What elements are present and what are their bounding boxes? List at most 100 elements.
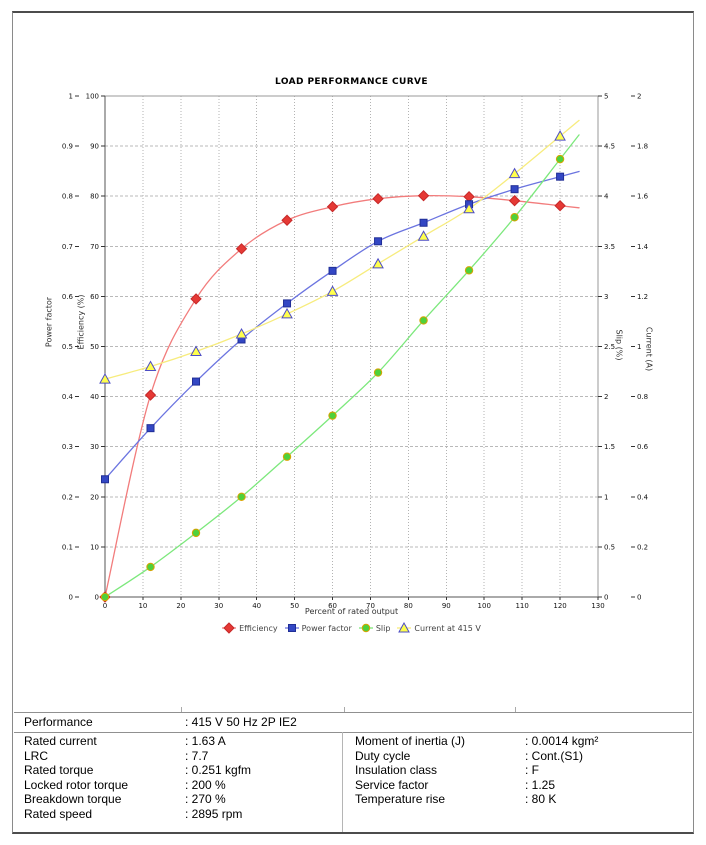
table-row: Temperature rise: 80 K [343,792,692,807]
svg-text:0.5: 0.5 [62,343,73,351]
svg-text:90: 90 [442,602,451,610]
svg-text:0.4: 0.4 [637,493,649,501]
svg-text:4: 4 [604,193,609,201]
svg-text:70: 70 [366,602,375,610]
table-row: Moment of inertia (J): 0.0014 kgm² [343,734,692,749]
svg-text:40: 40 [252,602,261,610]
axis-efficiency-ticks: 0 10 20 30 40 50 60 70 80 90 100 [86,93,105,602]
svg-text:0.6: 0.6 [637,443,649,451]
table-row: Rated torque : 0.251 kgfm [14,763,342,778]
svg-text:110: 110 [515,602,528,610]
legend-label: Slip [375,623,391,633]
row-label: Breakdown torque [24,792,122,807]
svg-text:40: 40 [90,393,99,401]
row-label: Service factor [355,777,429,792]
row-value: : 0.251 kgfm [185,763,252,778]
svg-text:0.9: 0.9 [62,143,73,151]
spec-table: Rated current: 1.63 A LRC: 7.7 Rated torqu… [14,732,692,832]
svg-text:3.5: 3.5 [604,243,615,251]
svg-text:2: 2 [637,93,641,101]
svg-text:10: 10 [138,602,147,610]
svg-text:1.2: 1.2 [637,293,648,301]
svg-text:1.4: 1.4 [637,243,649,251]
svg-text:1.8: 1.8 [637,143,648,151]
table-row: Locked rotor torque: 200 % [14,778,342,793]
row-label: Rated torque [24,763,94,778]
legend-item-current-at-415-v: Current at 415 V [397,622,481,634]
svg-text:0.5: 0.5 [604,543,615,551]
svg-text:0.7: 0.7 [62,243,73,251]
legend-triangle-icon [397,622,412,633]
svg-text:90: 90 [90,143,99,151]
svg-text:0.2: 0.2 [62,493,73,501]
load-performance-chart: 0 10 20 30 40 50 60 70 80 90 100 110 120 13000.10.20.… [62,93,649,611]
row-label: Insulation class [355,763,438,778]
svg-text:50: 50 [90,343,99,351]
svg-text:0: 0 [637,594,641,602]
row-value: : 2895 rpm [185,806,243,821]
legend-item-efficiency: Efficiency [222,622,278,634]
page-border [12,11,694,834]
spec-table-right-column: Moment of inertia (J): 0.0014 kgm² Duty c… [342,732,692,832]
series-current-at-415-v-markers [99,130,566,384]
row-label: Temperature rise [355,792,446,807]
legend-item-power-factor: Power factor [284,622,352,634]
axis-power_factor-ticks: 0 0.1 0.2 0.3 0.4 0.5 0.6 0.7 0.8 0.9 1 [62,93,79,602]
current-axis-label: Current (A) [644,326,654,372]
gridlines [105,96,598,597]
svg-text:30: 30 [214,602,223,610]
row-label: Rated speed [24,806,93,821]
legend-circle-icon [358,623,373,633]
svg-text:1.6: 1.6 [637,193,649,201]
row-value: : Cont.(S1) [525,748,584,763]
table-row: Service factor : 1.25 [343,778,692,793]
svg-text:3: 3 [604,293,608,301]
column-divider-stub [515,707,516,713]
svg-text:100: 100 [86,93,99,101]
row-value: : 270 % [185,792,226,807]
svg-text:20: 20 [90,493,99,501]
svg-text:0: 0 [95,594,99,602]
legend-item-slip: Slip [358,622,391,634]
svg-text:60: 60 [90,293,99,301]
table-row: Rated current: 1.63 A [14,734,342,749]
series-slip-markers [100,154,565,602]
legend-label: Power factor [301,623,352,633]
series-power-factor-line [104,170,580,480]
svg-text:1: 1 [604,493,608,501]
row-value: : 0.0014 kgm² [525,734,599,748]
row-value: : 200 % [185,777,226,792]
svg-text:0.4: 0.4 [62,393,74,401]
svg-text:2.5: 2.5 [604,343,615,351]
row-value: : 1.25 [525,777,556,792]
svg-text:10: 10 [90,543,99,551]
svg-text:60: 60 [328,602,337,610]
slip-axis-label: Slip (%) [614,329,624,361]
svg-text:50: 50 [290,602,299,610]
svg-text:100: 100 [478,602,491,610]
legend-diamond-icon [222,622,237,634]
axis-current-ticks: 0 0.2 0.4 0.6 0.8 1 1.2 1.4 1.6 1.8 2 [631,93,649,602]
svg-text:4.5: 4.5 [604,143,615,151]
legend-square-icon [284,624,299,632]
column-divider-stub [181,707,182,713]
svg-text:20: 20 [176,602,185,610]
svg-text:0: 0 [103,602,107,610]
svg-text:1.5: 1.5 [604,443,615,451]
column-divider-stub [344,707,345,713]
chart-title: LOAD PERFORMANCE CURVE [275,77,428,87]
svg-text:120: 120 [553,602,566,610]
row-label: LRC [24,748,49,763]
row-label: Duty cycle [355,748,411,763]
legend-label: Current at 415 V [414,623,481,633]
svg-text:0.1: 0.1 [62,543,73,551]
svg-text:0: 0 [604,594,608,602]
chart-legend: Efficiency Power factor Slip Current at 415… [55,622,648,634]
performance-value: : 415 V 50 Hz 2P IE2 [185,715,297,729]
row-value: : 1.63 A [185,734,226,748]
table-row: Insulation class: F [343,763,692,778]
efficiency-axis-label: Efficiency (%) [76,294,86,350]
legend-label: Efficiency [239,623,278,633]
table-row: Breakdown torque : 270 % [14,792,342,807]
